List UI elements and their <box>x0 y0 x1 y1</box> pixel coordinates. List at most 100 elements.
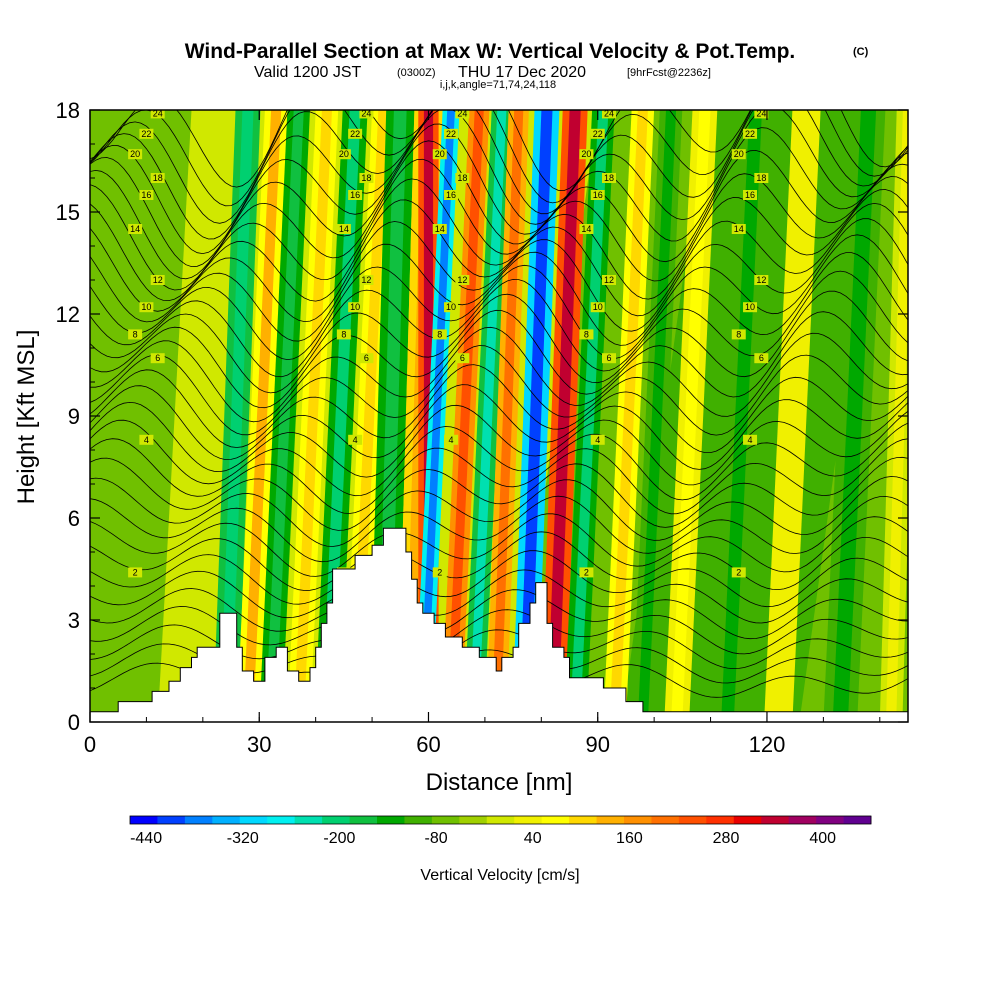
velocity-band-core-0 <box>90 110 155 722</box>
contour-label-bg <box>128 224 143 234</box>
chart-title: Wind-Parallel Section at Max W: Vertical… <box>185 40 796 63</box>
colorbar-tick-label: 160 <box>616 830 643 847</box>
contour-label: 16 <box>350 190 360 200</box>
contour-label: 14 <box>435 224 445 234</box>
contour-label: 20 <box>581 149 591 159</box>
terrain <box>90 527 908 722</box>
colorbar-swatch <box>459 816 488 824</box>
colorbar-swatch <box>431 816 460 824</box>
contour-label-bg <box>336 224 351 234</box>
contour-label-bg <box>743 302 758 313</box>
contour-label-bg <box>348 302 363 313</box>
contour-label-bg <box>455 275 470 285</box>
theta-contour-line <box>90 419 908 501</box>
theta-contour-line <box>90 110 908 240</box>
contour-label-bg <box>602 110 617 119</box>
contour-label: 10 <box>350 302 360 312</box>
colorbar-tick-label: 400 <box>809 830 836 847</box>
contour-label: 4 <box>449 435 454 445</box>
contour-label: 22 <box>141 129 151 139</box>
velocity-band-core-6 <box>321 110 361 722</box>
x-tick-label: 0 <box>84 732 96 757</box>
colorbar-swatch <box>377 816 405 824</box>
contour-label-bg <box>150 275 165 285</box>
contour-label: 2 <box>736 567 741 577</box>
velocity-band-core-2 <box>219 110 254 722</box>
contour-label: 8 <box>437 329 442 339</box>
theta-contour-line <box>90 252 908 361</box>
colorbar-frame <box>129 815 872 825</box>
contour-label-bg <box>432 329 447 340</box>
contour-label: 18 <box>457 173 467 183</box>
theta-contour-line <box>90 178 908 300</box>
colorbar-swatch <box>267 816 296 824</box>
contour-label: 4 <box>144 435 149 445</box>
theta-contour-line <box>90 123 908 255</box>
colorbar-swatch <box>349 816 378 824</box>
x-tick-label: 120 <box>749 732 786 757</box>
contour-label: 2 <box>584 567 589 577</box>
contour-label-bg <box>579 224 594 234</box>
y-tick-label: 0 <box>68 710 80 735</box>
plot-area: 2222244444666668888810101010101212121212… <box>90 108 908 722</box>
contour-label-bg <box>602 275 617 285</box>
theta-contour-line <box>90 199 908 317</box>
contour-label: 18 <box>604 173 614 183</box>
contour-label-bg <box>432 224 447 234</box>
contour-label-bg <box>139 128 154 139</box>
contour-label-bg <box>455 353 470 364</box>
velocity-band-core-21 <box>721 110 762 722</box>
colorbar-tick-label: -80 <box>425 830 448 847</box>
theta-contour-line <box>90 309 908 409</box>
theta-contour-line <box>90 588 908 640</box>
colorbar-swatch <box>322 816 350 824</box>
contour-label-bg <box>128 149 143 160</box>
contour-label: 20 <box>339 149 349 159</box>
contour-label-bg <box>579 567 594 578</box>
colorbar-swatch <box>404 816 433 824</box>
colorbar-swatch <box>294 816 323 824</box>
contour-label-bg <box>139 190 154 200</box>
contour-label: 6 <box>460 353 465 363</box>
contour-label: 20 <box>734 149 744 159</box>
colorbar-swatch <box>184 816 213 824</box>
contour-label: 18 <box>153 173 163 183</box>
theta-contour-line <box>90 110 908 192</box>
y-tick-label: 12 <box>56 302 80 327</box>
velocity-band-core-5 <box>293 110 332 722</box>
contour-label: 10 <box>745 302 755 312</box>
contour-label: 4 <box>353 435 358 445</box>
colorbar-swatch <box>486 816 515 824</box>
contour-label-bg <box>754 275 769 285</box>
contour-label-bg <box>455 173 470 183</box>
colorbar-swatch <box>651 816 680 824</box>
contour-label: 4 <box>595 435 600 445</box>
colorbar-swatch <box>514 816 543 824</box>
contour-label-bg <box>444 128 459 139</box>
contour-label-bg <box>602 173 617 183</box>
theta-contour-line <box>90 270 908 378</box>
contour-label: 24 <box>604 108 614 118</box>
contour-label: 12 <box>756 275 766 285</box>
contour-label: 14 <box>130 224 140 234</box>
theta-contour-line <box>90 234 908 346</box>
contour-label-bg <box>754 110 769 119</box>
contour-label-bg <box>590 190 605 200</box>
contour-label-bg <box>731 224 746 234</box>
contour-label-bg <box>336 149 351 160</box>
contour-label-bg <box>128 329 143 340</box>
contour-label: 14 <box>339 224 349 234</box>
subtitle-forecast: [9hrFcst@2236z] <box>627 67 711 79</box>
contour-label: 20 <box>435 149 445 159</box>
colorbar-swatch <box>239 816 268 824</box>
velocity-band-core-16 <box>547 110 581 722</box>
velocity-band-core-22 <box>771 110 813 722</box>
contour-label-bg <box>150 353 165 364</box>
contour-label-bg <box>455 110 470 119</box>
theta-contour-line <box>90 495 908 563</box>
colorbar-swatch <box>130 816 158 824</box>
contour-label: 22 <box>745 129 755 139</box>
colorbar-swatch <box>788 816 817 824</box>
subtitle-zulu: (0300Z) <box>397 67 436 79</box>
colorbar-swatch <box>569 816 597 824</box>
